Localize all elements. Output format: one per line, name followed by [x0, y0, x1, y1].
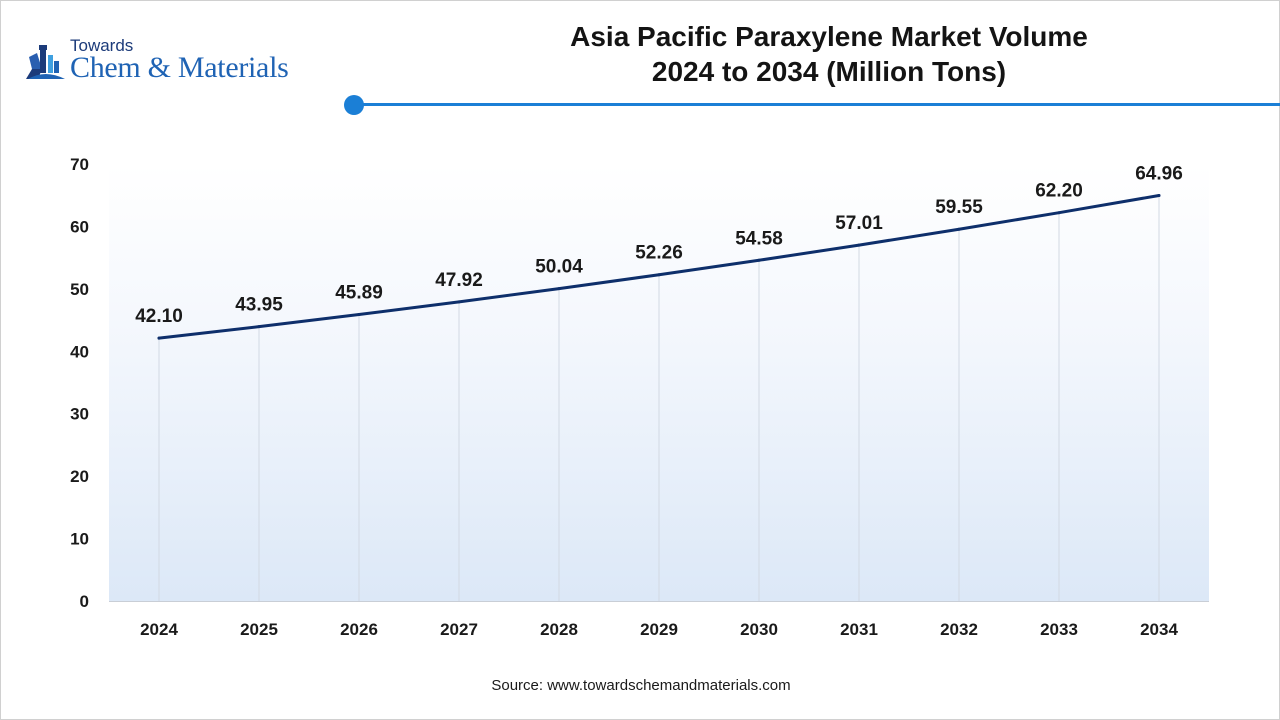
data-label: 64.96	[1135, 163, 1183, 184]
data-label: 42.10	[135, 306, 183, 327]
data-label: 54.58	[735, 228, 783, 249]
chart-title-line-1: Asia Pacific Paraxylene Market Volume	[570, 21, 1088, 52]
data-label: 59.55	[935, 197, 983, 218]
y-tick-label: 30	[70, 405, 89, 424]
x-tick-label: 2028	[540, 620, 578, 639]
data-label: 50.04	[535, 257, 583, 278]
x-tick-label: 2030	[740, 620, 778, 639]
y-tick-label: 40	[70, 342, 89, 361]
data-label: 52.26	[635, 243, 683, 264]
header-rule-dot	[344, 95, 364, 115]
data-label: 47.92	[435, 270, 483, 291]
x-tick-label: 2032	[940, 620, 978, 639]
source-note: Source: www.towardschemandmaterials.com	[491, 677, 791, 694]
y-tick-label: 0	[80, 592, 89, 611]
x-tick-label: 2026	[340, 620, 378, 639]
data-label: 45.89	[335, 283, 383, 304]
y-tick-label: 60	[70, 217, 89, 236]
data-label: 43.95	[235, 295, 283, 316]
data-point	[757, 258, 761, 262]
y-tick-label: 70	[70, 155, 89, 174]
x-tick-label: 2024	[140, 620, 178, 639]
brand-top-text: Towards	[70, 36, 134, 55]
data-point	[157, 336, 161, 340]
x-tick-label: 2029	[640, 620, 678, 639]
x-tick-label: 2034	[1140, 620, 1178, 639]
chart-title: Asia Pacific Paraxylene Market Volume 20…	[479, 19, 1179, 89]
data-label: 57.01	[835, 213, 883, 234]
data-point	[857, 243, 861, 247]
brand-logo[interactable]: Towards Chem & Materials	[23, 35, 343, 95]
x-tick-label: 2031	[840, 620, 878, 639]
flask-lab-icon	[26, 45, 65, 79]
x-tick-label: 2027	[440, 620, 478, 639]
x-tick-label: 2025	[240, 620, 278, 639]
brand-main-text: Chem & Materials	[70, 51, 289, 84]
data-point	[557, 287, 561, 291]
y-tick-label: 20	[70, 467, 89, 486]
data-point	[1157, 193, 1161, 197]
data-point	[457, 300, 461, 304]
data-point	[1057, 211, 1061, 215]
data-point	[657, 273, 661, 277]
header-rule	[354, 103, 1280, 106]
chart-title-line-2: 2024 to 2034 (Million Tons)	[651, 56, 1007, 87]
data-label: 62.20	[1035, 181, 1083, 202]
data-point	[257, 325, 261, 329]
data-point	[357, 313, 361, 317]
data-point	[957, 227, 961, 231]
y-tick-label: 10	[70, 530, 89, 549]
x-tick-label: 2033	[1040, 620, 1078, 639]
y-tick-label: 50	[70, 280, 89, 299]
